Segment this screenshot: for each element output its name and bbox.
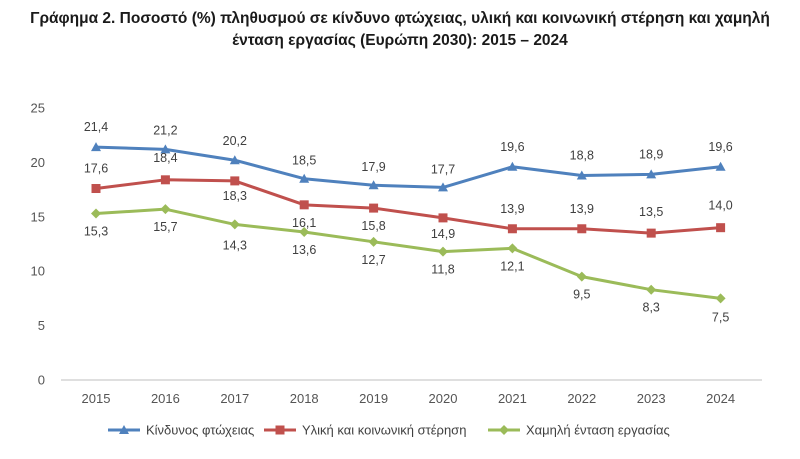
data-point-marker <box>91 208 101 219</box>
y-tick-label: 25 <box>31 101 45 116</box>
data-label: 13,6 <box>292 243 316 257</box>
data-point-marker <box>507 243 518 254</box>
data-label: 18,3 <box>223 189 247 203</box>
data-label: 12,7 <box>361 253 385 267</box>
chart-title: Γράφημα 2. Ποσοστό (%) πληθυσμού σε κίνδ… <box>20 8 780 52</box>
data-point-marker <box>229 219 240 230</box>
x-tick-label: 2020 <box>429 391 458 406</box>
data-point-marker <box>299 173 310 183</box>
data-point-marker <box>576 170 587 180</box>
data-point-marker <box>160 175 170 185</box>
data-point-marker <box>646 228 656 238</box>
data-point-marker <box>91 184 101 194</box>
data-label: 20,2 <box>223 134 247 148</box>
data-label: 17,9 <box>361 160 385 174</box>
data-label: 18,9 <box>639 147 663 161</box>
data-point-marker <box>438 182 448 192</box>
data-label: 15,8 <box>361 219 385 233</box>
x-tick-label: 2016 <box>151 391 180 406</box>
data-label: 12,1 <box>500 259 524 273</box>
chart-title-line-2: ένταση εργασίας (Ευρώπη 2030): 2015 – 20… <box>232 32 568 49</box>
x-tick-label: 2019 <box>359 391 388 406</box>
data-point-marker <box>160 204 171 215</box>
data-point-marker <box>91 142 101 152</box>
series-line <box>95 178 721 235</box>
data-point-marker <box>438 246 448 257</box>
data-label: 18,4 <box>153 151 177 165</box>
data-point-marker <box>369 203 379 213</box>
data-label: 19,6 <box>500 140 524 154</box>
chart-title-line-1: Γράφημα 2. Ποσοστό (%) πληθυσμού σε κίνδ… <box>30 10 770 27</box>
data-point-marker <box>299 227 310 238</box>
data-point-marker <box>576 271 587 282</box>
data-label: 16,1 <box>292 216 316 230</box>
y-tick-label: 10 <box>31 264 45 279</box>
data-label: 17,7 <box>431 162 455 176</box>
legend-label: Υλική και κοινωνική στέρηση <box>302 423 466 438</box>
data-point-marker <box>299 200 309 210</box>
data-point-marker <box>229 155 240 165</box>
legend-swatch-marker <box>119 425 129 434</box>
data-label: 18,8 <box>570 148 594 162</box>
data-point-marker <box>368 236 379 247</box>
y-tick-label: 0 <box>38 373 45 388</box>
data-label: 15,7 <box>153 220 177 234</box>
x-tick-label: 2017 <box>220 391 249 406</box>
legend-label: Κίνδυνος φτώχειας <box>146 423 254 438</box>
data-point-marker <box>507 224 517 234</box>
data-label: 9,5 <box>573 288 590 302</box>
legend-label: Χαμηλή ένταση εργασίας <box>526 423 670 438</box>
legend-swatch-marker <box>499 425 509 435</box>
data-point-marker <box>160 144 171 154</box>
x-tick-label: 2015 <box>82 391 111 406</box>
series-line <box>95 145 721 189</box>
data-label: 21,4 <box>84 120 108 134</box>
y-tick-label: 20 <box>31 155 45 170</box>
data-point-marker <box>577 224 587 234</box>
data-label: 14,3 <box>223 238 247 252</box>
data-label: 14,0 <box>708 199 732 213</box>
data-point-marker <box>507 161 518 171</box>
x-tick-label: 2022 <box>567 391 596 406</box>
x-tick-label: 2021 <box>498 391 527 406</box>
y-tick-label: 15 <box>31 209 45 224</box>
data-point-marker <box>230 176 240 186</box>
data-label: 18,5 <box>292 154 316 168</box>
data-point-marker <box>715 293 726 304</box>
data-label: 13,9 <box>570 202 594 216</box>
data-label: 15,3 <box>84 225 108 239</box>
series-line <box>95 207 721 300</box>
data-label: 19,6 <box>708 140 732 154</box>
data-label: 21,2 <box>153 123 177 137</box>
legend-swatch-marker <box>275 425 285 435</box>
data-label: 14,9 <box>431 227 455 241</box>
x-tick-label: 2024 <box>706 391 735 406</box>
y-tick-label: 5 <box>38 318 45 333</box>
data-label: 11,8 <box>431 263 454 277</box>
data-point-marker <box>368 180 379 190</box>
data-label: 17,6 <box>84 162 108 176</box>
data-label: 8,3 <box>643 301 660 315</box>
x-tick-label: 2023 <box>637 391 666 406</box>
data-label: 13,5 <box>639 205 663 219</box>
x-tick-label: 2018 <box>290 391 319 406</box>
data-point-marker <box>716 223 726 233</box>
data-point-marker <box>646 284 657 295</box>
data-label: 7,5 <box>712 310 729 324</box>
data-point-marker <box>438 213 448 223</box>
data-point-marker <box>715 161 726 171</box>
data-point-marker <box>646 169 657 179</box>
data-label: 13,9 <box>500 202 524 216</box>
